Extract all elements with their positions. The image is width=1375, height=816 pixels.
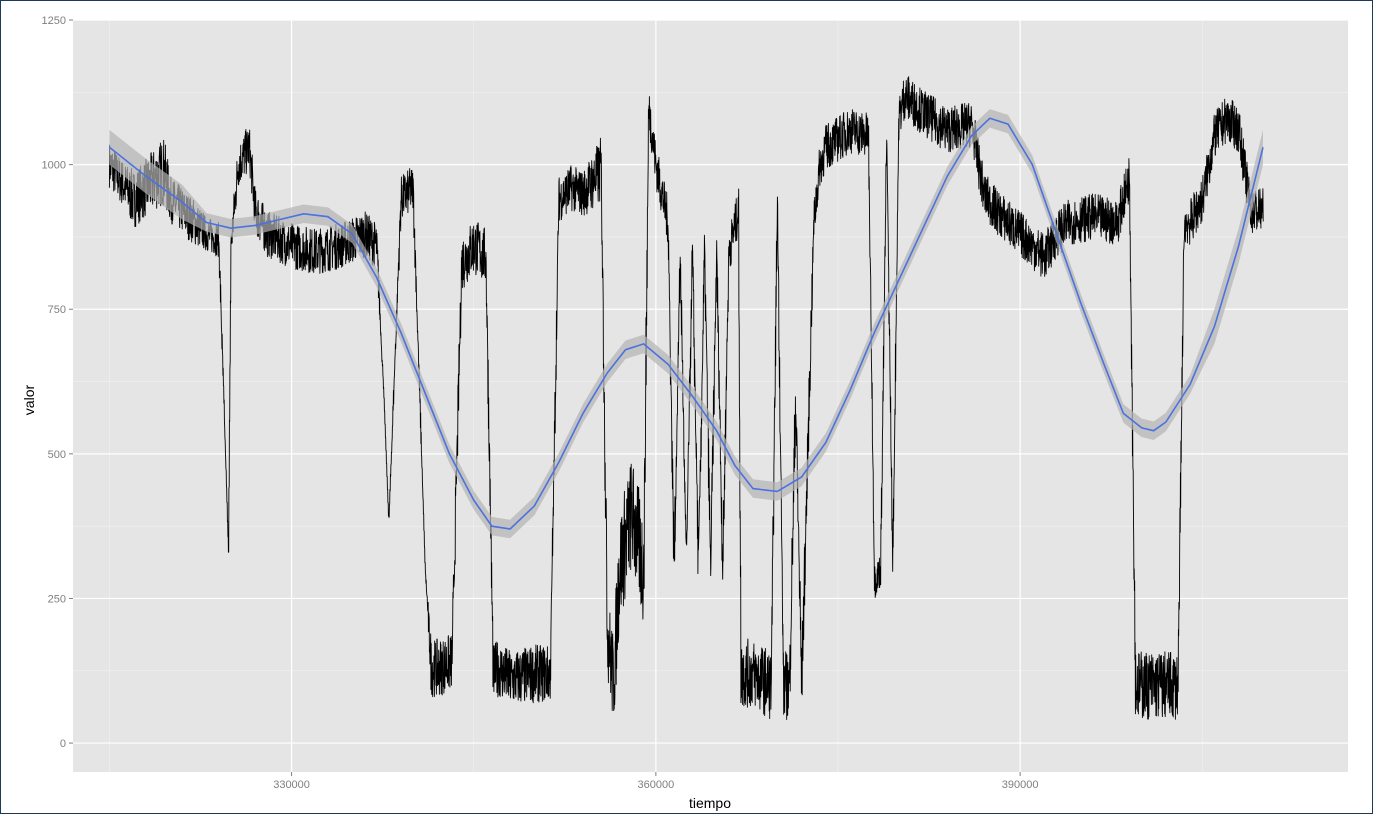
y-tick-label: 250 bbox=[48, 593, 66, 605]
grid-lines bbox=[73, 19, 1348, 772]
smooth-series bbox=[108, 109, 1264, 539]
x-axis: 330000 360000 390000 bbox=[273, 772, 1039, 791]
y-axis: 0 250 500 750 1000 1250 bbox=[42, 15, 73, 750]
y-tick-label: 1250 bbox=[42, 15, 66, 27]
raw-series-line bbox=[108, 76, 1264, 720]
raw-series bbox=[108, 76, 1264, 720]
smooth-line bbox=[108, 117, 1264, 530]
x-tick-label: 360000 bbox=[637, 779, 674, 791]
y-tick-label: 0 bbox=[60, 738, 66, 750]
plot-panel bbox=[73, 20, 1348, 772]
x-tick-label: 390000 bbox=[1002, 779, 1039, 791]
y-tick-label: 500 bbox=[48, 449, 66, 461]
y-tick-label: 1000 bbox=[42, 160, 66, 172]
x-axis-title: tiempo bbox=[689, 795, 731, 811]
y-axis-title: valor bbox=[21, 384, 37, 415]
x-tick-label: 330000 bbox=[273, 779, 310, 791]
y-tick-label: 750 bbox=[48, 304, 66, 316]
